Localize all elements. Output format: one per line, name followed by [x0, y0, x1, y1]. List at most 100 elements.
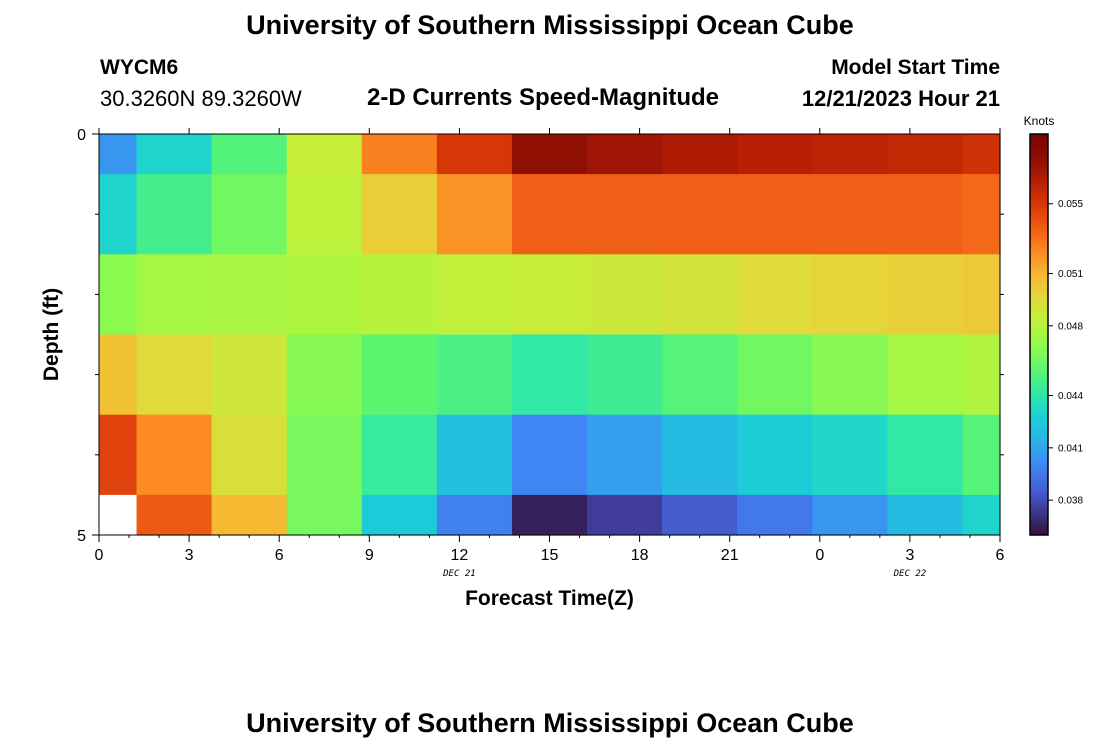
heatmap-cell [587, 334, 663, 416]
heatmap-cell [361, 414, 438, 496]
heatmap-cell [511, 134, 588, 175]
heatmap-cell [136, 254, 213, 336]
heatmap-cell [211, 494, 288, 536]
x-tick-label: 9 [365, 547, 374, 564]
page-title: University of Southern Mississippi Ocean… [246, 10, 854, 40]
x-tick-label: 3 [905, 547, 914, 564]
heatmap-cell [211, 254, 288, 336]
station-coordinates: 30.3260N 89.3260W [100, 86, 302, 111]
heatmap-cell [136, 414, 213, 496]
heatmap-cell [962, 334, 1001, 416]
heatmap-cell [286, 414, 363, 496]
y-tick-label: 0 [77, 127, 86, 144]
heatmap-cell [436, 254, 513, 336]
colorbar: Knots 0.038 0.041 0.044 0.048 0.051 0.055 [1024, 114, 1083, 536]
heatmap-cell [737, 134, 813, 175]
heatmap-cell [662, 414, 738, 496]
x-tick-label: 3 [185, 547, 194, 564]
x-tick-label: 12 [451, 547, 469, 564]
heatmap-cell [587, 414, 663, 496]
heatmap-cell [962, 414, 1001, 496]
heatmap-cell [211, 414, 288, 496]
heatmap-cell [136, 494, 213, 536]
heatmap-cell [962, 174, 1001, 255]
footer-title: University of Southern Mississippi Ocean… [246, 708, 854, 738]
heatmap-cell [887, 414, 964, 496]
heatmap-cell [136, 334, 213, 416]
heatmap-cell [587, 494, 663, 536]
heatmap-cell [812, 414, 888, 496]
heatmap-cell [211, 334, 288, 416]
heatmap-cell [737, 494, 813, 536]
heatmap-cell [812, 334, 888, 416]
heatmap-cell [887, 494, 964, 536]
heatmap-cell [662, 334, 738, 416]
heatmap-cell [361, 334, 438, 416]
x-tick-label: 18 [631, 547, 649, 564]
x-tick-label: 6 [275, 547, 284, 564]
heatmap-cell [511, 254, 588, 336]
heatmap-cell [99, 254, 138, 336]
colorbar-tick-label: 0.048 [1058, 321, 1083, 332]
date-label: DEC 21 [442, 569, 476, 579]
colorbar-tick-label: 0.038 [1058, 496, 1083, 507]
heatmap-cell [812, 134, 888, 175]
colorbar-title: Knots [1024, 114, 1055, 128]
heatmap-cell [511, 334, 588, 416]
station-id: WYCM6 [100, 56, 179, 79]
heatmap-cell [737, 174, 813, 255]
heatmap-cell [361, 494, 438, 536]
heatmap-cell [662, 174, 738, 255]
x-tick-label: 0 [815, 547, 824, 564]
chart-subtitle: 2-D Currents Speed-Magnitude [367, 84, 720, 111]
heatmap-cell [99, 134, 138, 175]
heatmap-cell [962, 134, 1001, 175]
heatmap-cell [361, 174, 438, 255]
heatmap-cell [361, 134, 438, 175]
heatmap-cell [587, 254, 663, 336]
heatmap-cell [812, 494, 888, 536]
colorbar-tick-label: 0.051 [1058, 269, 1083, 280]
heatmap-cell [436, 174, 513, 255]
heatmap-cell [887, 174, 964, 255]
heatmap-cell [737, 334, 813, 416]
model-start-label: Model Start Time [831, 56, 1000, 79]
heatmap-cell [587, 174, 663, 255]
heatmap-cell [887, 254, 964, 336]
x-tick-label: 6 [996, 547, 1005, 564]
heatmap-cell [286, 494, 363, 536]
heatmap-cell [136, 134, 213, 175]
heatmap-cell [436, 494, 513, 536]
heatmap-cell [211, 174, 288, 255]
heatmap-cell [286, 134, 363, 175]
colorbar-tick-label: 0.055 [1058, 199, 1083, 210]
heatmap-cell [436, 414, 513, 496]
heatmap-cell [286, 254, 363, 336]
heatmap-cell [737, 254, 813, 336]
heatmap-cell [99, 414, 138, 496]
y-axis-label: Depth (ft) [40, 288, 63, 381]
colorbar-tick-label: 0.044 [1058, 391, 1083, 402]
heatmap-cell [511, 494, 588, 536]
heatmap-cell [99, 334, 138, 416]
heatmap-cell [962, 254, 1001, 336]
heatmap-cell [812, 174, 888, 255]
heatmap-cell [286, 334, 363, 416]
heatmap-cells [99, 134, 1001, 536]
currents-heatmap-chart: 0 3 6 9 12 15 18 21 0 3 6 DEC 21 DEC 22 Forecast Time… [40, 114, 1083, 610]
y-tick-label: 5 [77, 528, 86, 545]
heatmap-cell [662, 254, 738, 336]
heatmap-cell [211, 134, 288, 175]
heatmap-cell [887, 134, 964, 175]
heatmap-cell [286, 174, 363, 255]
heatmap-cell [361, 254, 438, 336]
x-tick-label: 0 [95, 547, 104, 564]
x-tick-label: 15 [541, 547, 559, 564]
heatmap-cell [662, 494, 738, 536]
heatmap-cell [737, 414, 813, 496]
x-axis-label: Forecast Time(Z) [465, 587, 634, 610]
date-label: DEC 22 [893, 569, 927, 579]
heatmap-cell [887, 334, 964, 416]
heatmap-cell [99, 174, 138, 255]
heatmap-cell [812, 254, 888, 336]
